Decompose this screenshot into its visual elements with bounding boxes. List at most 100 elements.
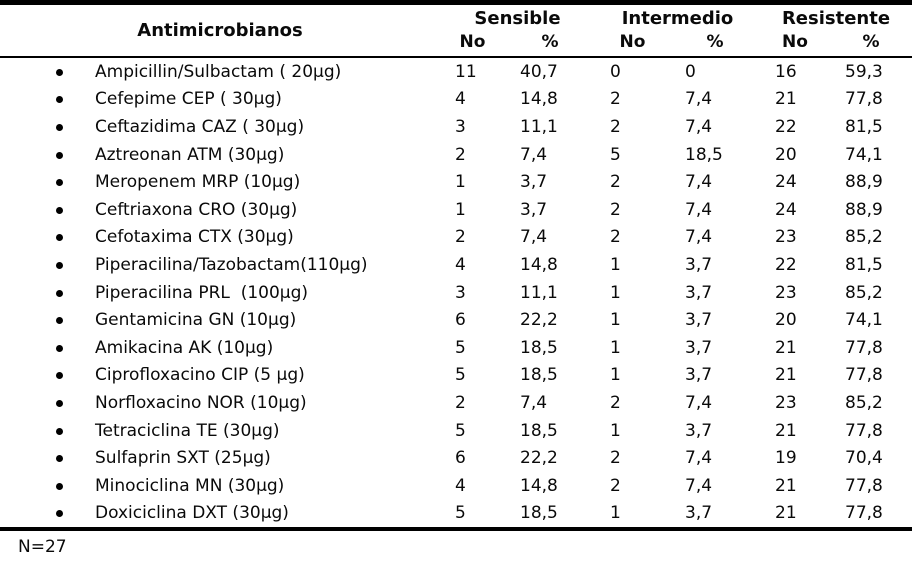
cell-resistente-no: 24: [775, 199, 797, 220]
antimicrobial-label: Sulfaprin SXT (25µg): [95, 448, 271, 469]
bullet-icon: [56, 206, 63, 214]
bullet-icon: [56, 151, 63, 159]
cell-sensible-no: 4: [455, 475, 466, 496]
cell-sensible-no: 1: [455, 199, 466, 220]
cell-intermedio-no: 2: [610, 475, 621, 496]
cell-sensible-pct: 18,5: [520, 420, 558, 441]
cell-resistente-no: 21: [775, 475, 797, 496]
cell-resistente-no: 19: [775, 448, 797, 469]
cell-sensible-pct: 18,5: [520, 337, 558, 358]
cell-intermedio-pct: 3,7: [685, 282, 713, 303]
cell-intermedio-pct: 3,7: [685, 365, 713, 386]
bullet-icon: [56, 427, 63, 435]
cell-resistente-no: 23: [775, 282, 797, 303]
antimicrobial-label: Ceftriaxona CRO (30µg): [95, 199, 298, 220]
table-bottom-rule: [0, 527, 912, 532]
cell-sensible-no: 2: [455, 392, 466, 413]
cell-resistente-pct: 77,8: [845, 420, 883, 441]
table-row: Amikacina AK (10µg) 5 18,5 1 3,7 21 77,8: [0, 334, 912, 362]
bullet-icon: [56, 179, 63, 187]
cell-intermedio-no: 2: [610, 89, 621, 110]
table-row: Piperacilina/Tazobactam(110µg) 4 14,8 1 …: [0, 251, 912, 279]
cell-resistente-no: 23: [775, 227, 797, 248]
table-row: Minociclina MN (30µg) 4 14,8 2 7,4 21 77…: [0, 472, 912, 500]
cell-intermedio-pct: 7,4: [685, 116, 713, 137]
table-row: Doxiciclina DXT (30µg) 5 18,5 1 3,7 21 7…: [0, 500, 912, 528]
col-header-resistente-no: No: [782, 32, 808, 52]
antimicrobial-cell: Tetraciclina TE (30µg): [0, 417, 440, 445]
antimicrobial-label: Doxiciclina DXT (30µg): [95, 503, 289, 524]
cell-sensible-no: 2: [455, 144, 466, 165]
antimicrobial-cell: Cefotaxima CTX (30µg): [0, 224, 440, 252]
cell-resistente-no: 21: [775, 89, 797, 110]
cell-intermedio-no: 1: [610, 310, 621, 331]
antimicrobial-cell: Gentamicina GN (10µg): [0, 306, 440, 334]
antimicrobial-cell: Minociclina MN (30µg): [0, 472, 440, 500]
bullet-icon: [56, 261, 63, 269]
cell-resistente-pct: 85,2: [845, 282, 883, 303]
cell-intermedio-no: 1: [610, 254, 621, 275]
cell-sensible-no: 6: [455, 310, 466, 331]
bullet-icon: [56, 96, 63, 104]
table-row: Ceftazidima CAZ ( 30µg) 3 11,1 2 7,4 22 …: [0, 113, 912, 141]
antimicrobial-cell: Norfloxacino NOR (10µg): [0, 389, 440, 417]
antimicrobial-label: Gentamicina GN (10µg): [95, 310, 297, 331]
cell-intermedio-no: 0: [610, 61, 621, 82]
cell-intermedio-no: 2: [610, 392, 621, 413]
cell-sensible-no: 1: [455, 172, 466, 193]
cell-resistente-no: 22: [775, 254, 797, 275]
table-top-rule: [0, 0, 912, 5]
cell-sensible-pct: 18,5: [520, 503, 558, 524]
cell-sensible-no: 6: [455, 448, 466, 469]
sample-size-note: N=27: [18, 537, 67, 558]
table-body: Ampicillin/Sulbactam ( 20µg) 11 40,7 0 0…: [0, 58, 912, 527]
cell-resistente-no: 21: [775, 365, 797, 386]
table-row: Sulfaprin SXT (25µg) 6 22,2 2 7,4 19 70,…: [0, 444, 912, 472]
bullet-icon: [56, 289, 63, 297]
bullet-icon: [56, 344, 63, 352]
cell-resistente-pct: 85,2: [845, 227, 883, 248]
cell-sensible-pct: 14,8: [520, 475, 558, 496]
cell-intermedio-pct: 0: [685, 61, 696, 82]
antimicrobial-cell: Cefepime CEP ( 30µg): [0, 86, 440, 114]
cell-sensible-no: 5: [455, 337, 466, 358]
antimicrobial-cell: Ceftazidima CAZ ( 30µg): [0, 113, 440, 141]
cell-intermedio-pct: 7,4: [685, 199, 713, 220]
antimicrobial-label: Ceftazidima CAZ ( 30µg): [95, 116, 305, 137]
bullet-icon: [56, 317, 63, 325]
cell-sensible-pct: 3,7: [520, 172, 548, 193]
antimicrobial-cell: Ciprofloxacino CIP (5 µg): [0, 362, 440, 390]
table-row: Tetraciclina TE (30µg) 5 18,5 1 3,7 21 7…: [0, 417, 912, 445]
cell-resistente-pct: 85,2: [845, 392, 883, 413]
cell-sensible-no: 4: [455, 89, 466, 110]
cell-resistente-pct: 59,3: [845, 61, 883, 82]
cell-sensible-pct: 18,5: [520, 365, 558, 386]
cell-intermedio-no: 2: [610, 227, 621, 248]
cell-sensible-pct: 11,1: [520, 116, 558, 137]
cell-resistente-pct: 88,9: [845, 199, 883, 220]
cell-intermedio-pct: 3,7: [685, 310, 713, 331]
cell-sensible-pct: 22,2: [520, 448, 558, 469]
table-row: Aztreonan ATM (30µg) 2 7,4 5 18,5 20 74,…: [0, 141, 912, 169]
cell-sensible-pct: 7,4: [520, 144, 548, 165]
cell-intermedio-pct: 3,7: [685, 420, 713, 441]
cell-resistente-pct: 70,4: [845, 448, 883, 469]
col-header-resistente-pct: %: [862, 32, 880, 52]
cell-resistente-no: 16: [775, 61, 797, 82]
antimicrobial-label: Piperacilina PRL (100µg): [95, 282, 309, 303]
cell-intermedio-no: 1: [610, 282, 621, 303]
antimicrobial-cell: Ceftriaxona CRO (30µg): [0, 196, 440, 224]
cell-intermedio-pct: 18,5: [685, 144, 723, 165]
cell-sensible-pct: 14,8: [520, 89, 558, 110]
cell-resistente-no: 22: [775, 116, 797, 137]
table-row: Piperacilina PRL (100µg) 3 11,1 1 3,7 23…: [0, 279, 912, 307]
table-header: Antimicrobianos Sensible Intermedio Resi…: [0, 5, 912, 58]
cell-intermedio-no: 2: [610, 172, 621, 193]
cell-intermedio-no: 5: [610, 144, 621, 165]
antimicrobial-cell: Aztreonan ATM (30µg): [0, 141, 440, 169]
cell-sensible-no: 2: [455, 227, 466, 248]
cell-sensible-pct: 40,7: [520, 61, 558, 82]
cell-sensible-no: 11: [455, 61, 477, 82]
antimicrobial-cell: Piperacilina/Tazobactam(110µg): [0, 251, 440, 279]
